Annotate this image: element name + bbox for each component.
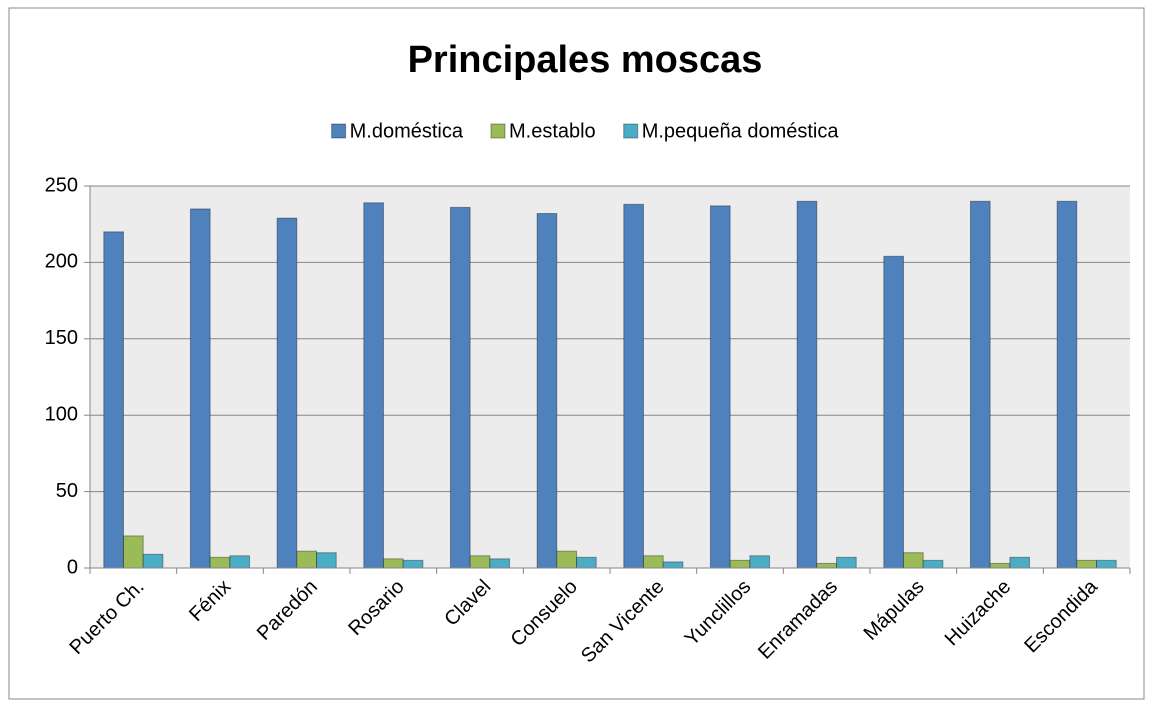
bar <box>103 231 124 569</box>
bar <box>1096 559 1117 569</box>
bar <box>729 559 751 569</box>
chart-title: Principales moscas <box>408 39 763 81</box>
plot-area <box>90 186 1130 568</box>
bar <box>316 552 337 569</box>
legend: M.doméstica M.establo M.pequeña doméstica <box>331 120 840 142</box>
legend-label: M.establo <box>509 120 596 142</box>
bar <box>122 535 144 569</box>
bar <box>1076 559 1098 569</box>
y-tick-label: 150 <box>45 327 78 349</box>
legend-label: M.pequeña doméstica <box>642 120 840 142</box>
bar <box>276 217 298 569</box>
bar <box>536 213 558 569</box>
legend-label: M.doméstica <box>350 120 464 142</box>
bar <box>382 558 404 569</box>
bar <box>796 200 818 569</box>
bar <box>469 555 491 569</box>
bar <box>816 562 838 569</box>
bar <box>296 550 318 569</box>
bar <box>229 555 251 569</box>
bar <box>642 555 664 569</box>
bar <box>363 202 384 569</box>
bar <box>489 558 511 569</box>
y-tick-label: 200 <box>45 251 78 273</box>
y-tick-label: 250 <box>45 174 78 196</box>
legend-swatch <box>623 123 639 139</box>
legend-swatch <box>490 123 506 139</box>
y-tick-label: 0 <box>67 556 78 578</box>
y-tick-label: 100 <box>45 403 78 425</box>
bar <box>902 552 924 569</box>
bar <box>969 200 991 569</box>
bar <box>189 208 211 569</box>
bar <box>989 562 1011 569</box>
bar <box>142 553 164 569</box>
bar <box>1056 200 1078 569</box>
bar <box>883 255 904 569</box>
bar <box>709 205 731 569</box>
bar <box>623 203 644 569</box>
bar <box>922 559 944 569</box>
bar <box>749 555 771 569</box>
bar <box>836 556 857 569</box>
bar <box>449 206 471 569</box>
y-tick-label: 50 <box>56 480 78 502</box>
bar <box>209 556 231 569</box>
bar <box>576 556 597 569</box>
bar <box>402 559 424 569</box>
bar <box>1009 556 1031 569</box>
bar <box>556 550 578 569</box>
legend-swatch <box>331 123 347 139</box>
bar <box>662 561 684 569</box>
